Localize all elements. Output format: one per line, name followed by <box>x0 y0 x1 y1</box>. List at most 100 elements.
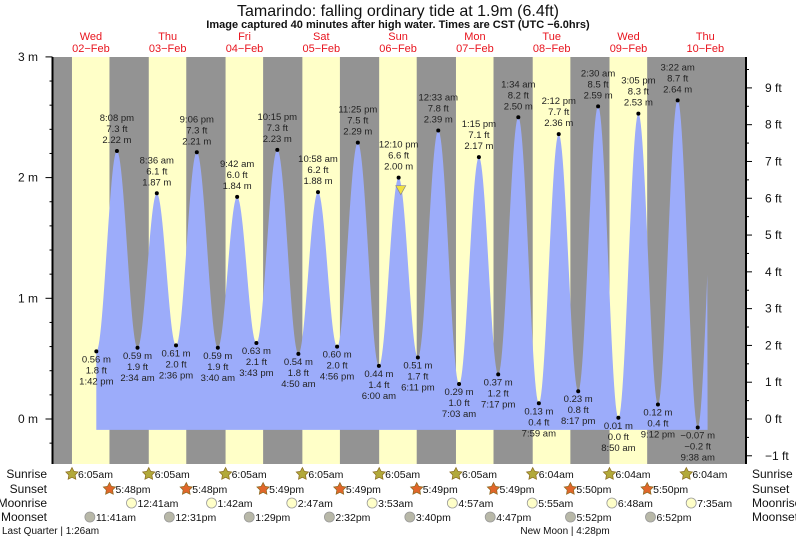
tide-curve <box>96 100 708 430</box>
tide-m-label: 0.37 m <box>484 377 513 388</box>
moonset-time: 1:29pm <box>255 512 290 524</box>
tide-ft-label: 1.9 ft <box>207 362 228 373</box>
high-tide-point: 12:33 am7.8 ft2.39 m <box>418 93 458 133</box>
sunset-row-label: Sunset <box>10 482 48 496</box>
tide-dot <box>355 140 360 145</box>
sunrise-star-icon <box>141 466 156 480</box>
high-tide-point: 8:36 am6.1 ft1.87 m <box>140 155 174 196</box>
tide-time-label: 10:58 am <box>298 154 338 165</box>
moonrise-time: 12:41am <box>137 498 178 510</box>
tide-ft-label: 8.7 ft <box>667 73 688 84</box>
tide-dot <box>636 111 641 116</box>
moonset-time: 3:40pm <box>416 512 451 524</box>
tide-dot <box>154 191 159 196</box>
moonset-moon-icon <box>324 511 335 523</box>
chart-subtitle: Image captured 40 minutes after high wat… <box>206 19 590 31</box>
tide-time-label: 6:11 pm <box>401 382 435 393</box>
tide-m-label: 0.59 m <box>123 351 152 362</box>
tide-ft-label: −0.2 ft <box>684 441 711 452</box>
sunset-time: 5:49pm <box>423 484 458 496</box>
tide-dot <box>315 190 320 195</box>
date-label: 02−Feb <box>72 43 110 55</box>
tide-time-label: 9:12 pm <box>641 430 675 441</box>
date-label: 07−Feb <box>456 43 494 55</box>
tide-time-label: 2:34 am <box>120 373 154 384</box>
tide-ft-label: 7.3 ft <box>106 124 127 135</box>
tide-dot <box>695 425 700 430</box>
tide-time-label: 4:56 pm <box>320 372 354 383</box>
tide-time-label: 7:17 pm <box>481 399 515 410</box>
right-axis-label: 0 ft <box>765 412 782 426</box>
tide-ft-label: 7.7 ft <box>548 107 569 118</box>
tide-ft-label: 2.0 ft <box>327 361 348 372</box>
day-labels: Wed02−FebThu03−FebFri04−FebSat05−FebSun0… <box>72 31 724 55</box>
moonrise-moon-icon <box>526 497 538 509</box>
day-of-week-label: Thu <box>696 31 715 43</box>
low-tide-point: 0.01 m0.0 ft8:50 am <box>601 415 636 454</box>
tide-m-label: 1.87 m <box>142 177 171 188</box>
right-axis-label: 3 ft <box>765 302 782 316</box>
tide-dot <box>576 389 581 394</box>
tide-dot <box>476 155 481 160</box>
tide-m-label: 0.63 m <box>242 346 271 357</box>
high-tide-point: 2:12 pm7.7 ft2.36 m <box>542 96 576 137</box>
sunrise-time: 6:05am <box>385 469 420 481</box>
tide-time-label: 9:38 am <box>681 452 715 463</box>
moon-phase-new-moon: New Moon | 4:28pm <box>520 526 609 537</box>
tide-time-label: 11:25 pm <box>338 105 377 116</box>
right-axis-label: 9 ft <box>765 81 782 95</box>
tide-dot <box>457 381 462 386</box>
plot-area: 0.56 m1.8 ft1:42 pm8:08 pm7.3 ft2.22 m0.… <box>18 50 789 464</box>
tide-dot <box>94 349 99 354</box>
date-label: 04−Feb <box>226 43 264 55</box>
low-tide-point: 0.44 m1.4 ft6:00 am <box>362 363 396 402</box>
tide-time-label: 12:33 am <box>418 93 458 104</box>
day-of-week-label: Wed <box>80 31 102 43</box>
low-tide-point: 0.13 m0.4 ft7:59 am <box>522 401 556 439</box>
sunset-time: 5:49pm <box>500 484 535 496</box>
low-tide-point: 0.59 m1.9 ft3:40 am <box>201 345 235 384</box>
sunset-time: 5:49pm <box>346 484 381 496</box>
tide-dot <box>536 401 541 406</box>
tide-m-label: 2.39 m <box>424 115 453 126</box>
moonset-moon-icon <box>243 511 255 523</box>
sunrise-star-icon <box>449 466 463 480</box>
tide-time-label: 1:42 pm <box>79 376 113 387</box>
tide-ft-label: 6.1 ft <box>146 166 167 177</box>
tide-time-label: 8:08 pm <box>100 113 134 124</box>
tide-dot <box>616 415 621 420</box>
tide-time-label: 2:36 pm <box>159 370 193 381</box>
sunrise-star-icon <box>679 466 694 480</box>
tide-dot <box>675 98 680 103</box>
tide-dot <box>174 343 179 348</box>
sunrise-star-icon <box>372 466 387 480</box>
moonset-moon-icon <box>565 511 576 523</box>
right-axis-label: 2 ft <box>765 338 782 352</box>
moonset-row-label: Moonset <box>1 510 48 524</box>
tide-m-label: 0.01 m <box>604 421 633 432</box>
sunset-time: 5:48pm <box>192 484 227 496</box>
right-axis-label: 5 ft <box>765 228 782 242</box>
moonrise-row-label: Moonrise <box>0 496 47 510</box>
sunset-star-icon <box>563 481 578 495</box>
sunset-time: 5:50pm <box>576 484 611 496</box>
right-axis-label: 8 ft <box>765 118 782 132</box>
tide-m-label: 0.13 m <box>524 406 553 417</box>
tide-time-label: 3:40 am <box>201 373 235 384</box>
tide-m-label: 2.64 m <box>663 84 692 95</box>
tide-ft-label: 0.4 ft <box>528 417 549 428</box>
high-tide-point: 9:42 am6.0 ft1.84 m <box>220 159 254 199</box>
day-of-week-label: Fri <box>238 31 251 43</box>
sunrise-star-icon <box>218 466 233 480</box>
left-axis-label: 3 m <box>18 50 38 64</box>
moon-phase-last-quarter: Last Quarter | 1:26am <box>2 526 99 537</box>
almanac: Sunrise Sunrise 6:05am 6:05am 6:05am 6:05am 6:… <box>0 466 796 537</box>
tide-time-label: 2:30 am <box>581 68 615 79</box>
low-tide-point: 0.37 m1.2 ft7:17 pm <box>481 372 515 410</box>
tide-dot <box>596 104 601 109</box>
moonset-time: 4:47pm <box>496 512 531 524</box>
sunrise-time: 6:05am <box>232 469 267 481</box>
tide-time-label: 6:00 am <box>362 391 396 402</box>
tide-dot <box>114 149 119 154</box>
moonset-moon-icon <box>84 511 96 523</box>
